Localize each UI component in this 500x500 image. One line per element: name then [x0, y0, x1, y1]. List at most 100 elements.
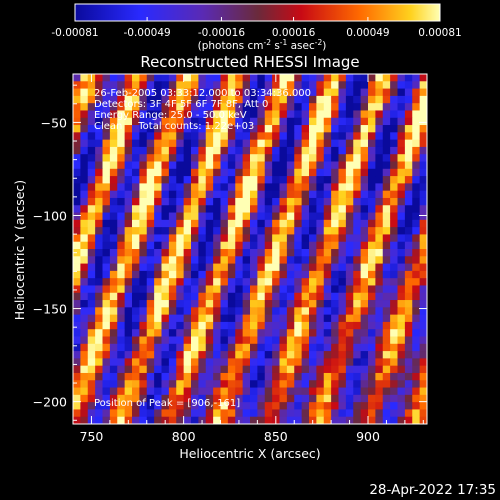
heatmap-cell — [154, 343, 162, 352]
heatmap-cell — [323, 372, 332, 381]
heatmap-cell — [309, 292, 317, 301]
heatmap-cell — [264, 146, 273, 155]
heatmap-cell — [294, 132, 303, 141]
heatmap-cell — [404, 110, 413, 119]
heatmap-cell — [176, 409, 185, 418]
heatmap-cell — [227, 358, 236, 367]
heatmap-cell — [345, 270, 354, 279]
heatmap-cell — [404, 285, 413, 294]
heatmap-cell — [272, 307, 280, 316]
heatmap-cell — [146, 81, 155, 89]
heatmap-cell — [397, 402, 406, 410]
heatmap-cell — [286, 387, 295, 396]
heatmap-cell — [102, 132, 111, 141]
heatmap-cell — [191, 285, 199, 294]
heatmap-cell — [404, 336, 413, 345]
heatmap-cell — [404, 219, 413, 228]
heatmap-cell — [176, 336, 185, 345]
heatmap-cell — [264, 154, 273, 162]
heatmap-cell — [139, 132, 148, 141]
heatmap-cell — [286, 256, 295, 264]
heatmap-cell — [368, 307, 376, 316]
heatmap-cell — [368, 336, 376, 345]
heatmap-cell — [102, 351, 111, 359]
heatmap-cell — [360, 336, 369, 345]
heatmap-cell — [191, 74, 199, 82]
heatmap-cell — [220, 343, 229, 352]
heatmap-cell — [250, 103, 258, 111]
heatmap-cell — [257, 365, 266, 374]
heatmap-cell — [117, 314, 126, 323]
heatmap-cell — [168, 372, 177, 381]
heatmap-cell — [117, 270, 126, 279]
heatmap-cell — [102, 81, 111, 89]
heatmap-cell — [154, 161, 162, 170]
heatmap-cell — [316, 176, 325, 184]
heatmap-cell — [419, 249, 427, 257]
heatmap-cell — [220, 125, 229, 133]
heatmap-cell — [117, 146, 126, 155]
heatmap-cell — [80, 249, 89, 257]
heatmap-cell — [353, 307, 362, 316]
heatmap-cell — [102, 110, 111, 119]
heatmap-cell — [412, 132, 421, 141]
heatmap-cell — [353, 263, 362, 272]
heatmap-cell — [323, 307, 332, 316]
heatmap-cell — [382, 343, 391, 352]
heatmap-cell — [235, 81, 244, 89]
heatmap-cell — [412, 372, 421, 381]
heatmap-cell — [161, 74, 170, 82]
heatmap-cell — [154, 183, 162, 192]
heatmap-cell — [323, 300, 332, 308]
heatmap-cell — [95, 285, 103, 294]
heatmap-cell — [242, 372, 251, 381]
heatmap-cell — [213, 321, 221, 330]
heatmap-cell — [404, 380, 413, 388]
heatmap-cell — [301, 314, 310, 323]
heatmap-cell — [412, 146, 421, 155]
heatmap-cell — [286, 168, 295, 177]
heatmap-cell — [309, 249, 317, 257]
heatmap-cell — [73, 241, 81, 250]
heatmap-cell — [191, 336, 199, 345]
heatmap-cell — [205, 110, 214, 119]
heatmap-cell — [272, 197, 280, 206]
heatmap-cell — [124, 387, 133, 396]
heatmap-cell — [353, 154, 362, 162]
heatmap-cell — [220, 154, 229, 162]
heatmap-cell — [353, 314, 362, 323]
heatmap-cell — [264, 110, 273, 119]
heatmap-cell — [360, 249, 369, 257]
heatmap-cell — [205, 154, 214, 162]
heatmap-cell — [242, 227, 251, 235]
heatmap-cell — [235, 292, 244, 301]
heatmap-cell — [301, 292, 310, 301]
heatmap-cell — [227, 321, 236, 330]
heatmap-cell — [294, 74, 303, 82]
heatmap-cell — [390, 321, 398, 330]
heatmap-cell — [95, 176, 103, 184]
heatmap-cell — [390, 234, 398, 243]
heatmap-cell — [95, 95, 103, 104]
heatmap-cell — [102, 168, 111, 177]
heatmap-cell — [404, 307, 413, 316]
heatmap-cell — [132, 88, 140, 97]
heatmap-cell — [191, 212, 199, 221]
heatmap-cell — [154, 197, 162, 206]
heatmap-cell — [205, 161, 214, 170]
heatmap-cell — [279, 256, 288, 264]
heatmap-cell — [286, 365, 295, 374]
heatmap-cell — [73, 270, 81, 279]
heatmap-cell — [419, 263, 427, 272]
heatmap-cell — [161, 132, 170, 141]
heatmap-cell — [404, 154, 413, 162]
heatmap-cell — [87, 372, 96, 381]
heatmap-cell — [176, 314, 185, 323]
heatmap-cell — [205, 358, 214, 367]
heatmap-cell — [176, 372, 185, 381]
heatmap-cell — [360, 285, 369, 294]
heatmap-cell — [309, 409, 317, 418]
heatmap-cell — [397, 176, 406, 184]
y-axis: −200−150−100−50 — [33, 84, 427, 421]
heatmap-cell — [286, 205, 295, 213]
